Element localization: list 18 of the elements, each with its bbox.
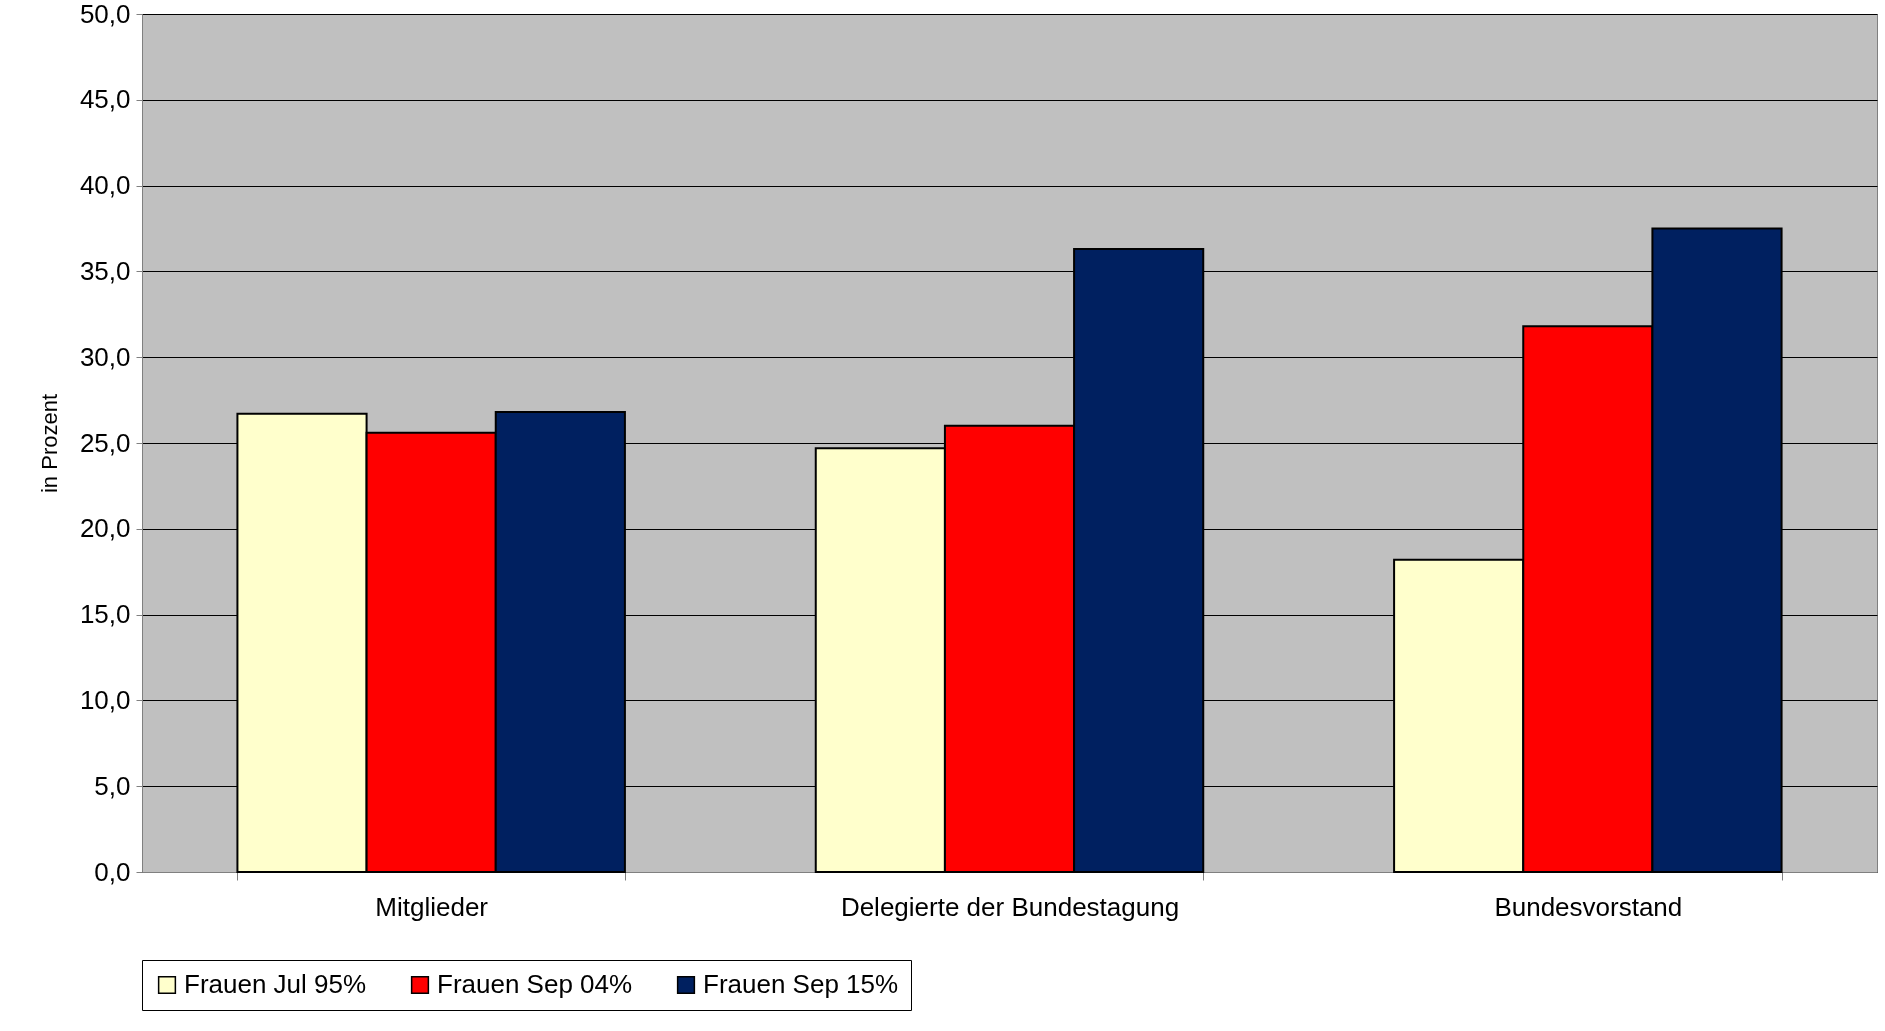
y-tick-label: 20,0 xyxy=(79,513,131,544)
y-tick-label: 10,0 xyxy=(79,684,131,715)
y-tick-label: 25,0 xyxy=(79,427,131,458)
y-tick-label: 40,0 xyxy=(79,170,131,201)
y-tick-label: 35,0 xyxy=(79,255,131,286)
y-tick-label: 5,0 xyxy=(94,770,131,801)
x-tick-label: Delegierte der Bundestagung xyxy=(840,891,1180,922)
y-tick-label: 0,0 xyxy=(94,856,131,887)
y-axis-title: in Prozent xyxy=(36,393,62,494)
y-tick-label: 50,0 xyxy=(79,0,131,29)
legend-label: Frauen Sep 15% xyxy=(703,969,899,999)
x-tick-label: Bundesvorstand xyxy=(1494,891,1683,922)
legend-label: Frauen Jul 95% xyxy=(184,969,367,999)
y-tick-label: 15,0 xyxy=(79,599,131,630)
x-tick-label: Mitglieder xyxy=(375,891,489,922)
legend-label: Frauen Sep 04% xyxy=(437,969,633,999)
y-tick-label: 45,0 xyxy=(79,84,131,115)
y-tick-label: 30,0 xyxy=(79,341,131,372)
